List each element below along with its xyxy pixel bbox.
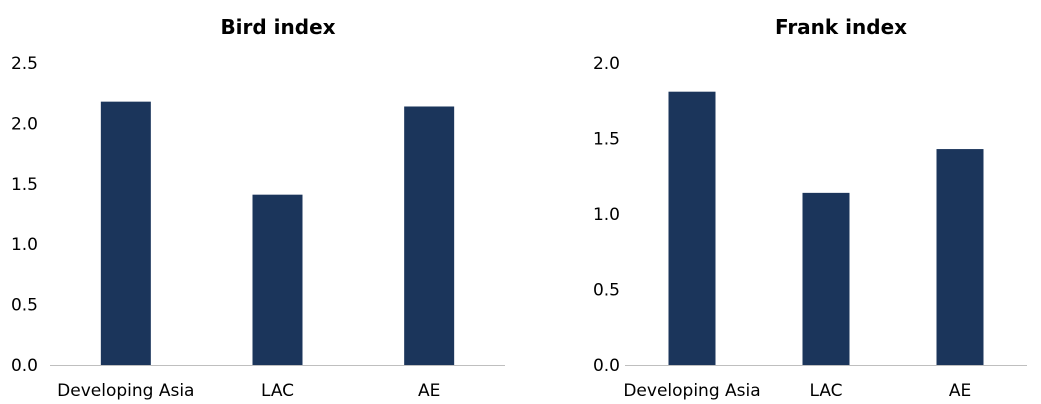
bars bbox=[100, 101, 455, 365]
x-axis: Developing Asia LAC AE bbox=[57, 381, 440, 401]
y-tick-label: 0.0 bbox=[593, 356, 620, 376]
x-tick-label: Developing Asia bbox=[623, 381, 760, 401]
bar-developing-asia bbox=[668, 91, 716, 365]
x-tick-label: LAC bbox=[261, 381, 294, 401]
x-tick-label: AE bbox=[949, 381, 971, 401]
chart-title: Frank index bbox=[775, 15, 907, 39]
bar-lac bbox=[802, 192, 850, 365]
bar-developing-asia bbox=[100, 101, 151, 365]
y-axis: 0.0 0.5 1.0 1.5 2.0 2.5 bbox=[11, 54, 38, 376]
bar-ae bbox=[404, 106, 455, 365]
y-tick-label: 2.5 bbox=[11, 54, 38, 74]
y-tick-label: 2.0 bbox=[593, 54, 620, 74]
x-axis: Developing Asia LAC AE bbox=[623, 381, 971, 401]
bird-index-chart: Bird index 0.0 0.5 1.0 1.5 2.0 2.5 Developing… bbox=[11, 15, 505, 401]
bars bbox=[668, 91, 984, 365]
y-tick-label: 0.5 bbox=[11, 296, 38, 316]
frank-index-chart: Frank index 0.0 0.5 1.0 1.5 2.0 Developing A… bbox=[593, 15, 1027, 401]
x-tick-label: LAC bbox=[809, 381, 842, 401]
y-tick-label: 1.5 bbox=[593, 130, 620, 150]
y-tick-label: 2.0 bbox=[11, 114, 38, 134]
y-tick-label: 1.5 bbox=[11, 175, 38, 195]
y-tick-label: 1.0 bbox=[11, 235, 38, 255]
x-tick-label: Developing Asia bbox=[57, 381, 194, 401]
x-tick-label: AE bbox=[418, 381, 440, 401]
y-tick-label: 0.0 bbox=[11, 356, 38, 376]
bar-ae bbox=[936, 149, 984, 365]
bar-lac bbox=[252, 194, 303, 365]
y-tick-label: 0.5 bbox=[593, 281, 620, 301]
chart-title: Bird index bbox=[220, 15, 335, 39]
y-tick-label: 1.0 bbox=[593, 205, 620, 225]
y-axis: 0.0 0.5 1.0 1.5 2.0 bbox=[593, 54, 620, 376]
